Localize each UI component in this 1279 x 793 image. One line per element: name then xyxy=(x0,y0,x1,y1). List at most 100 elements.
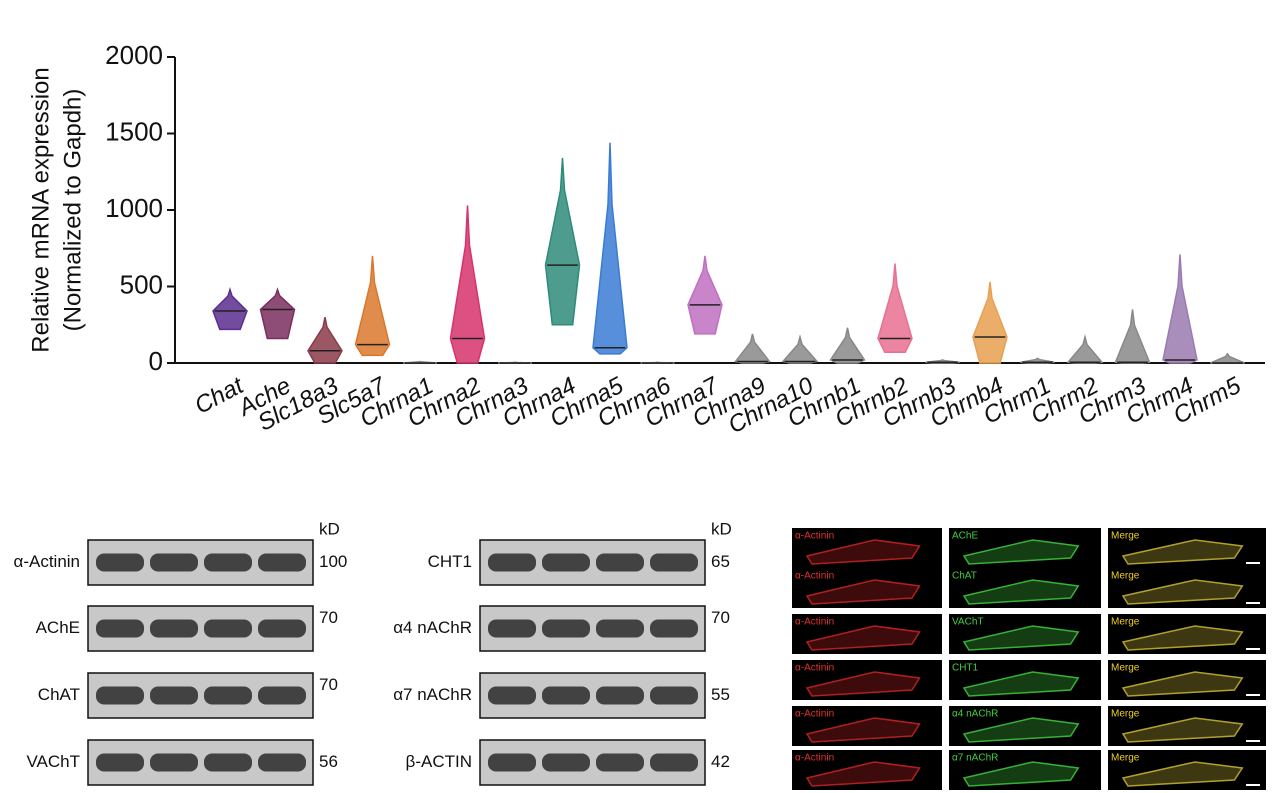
blot-band xyxy=(204,686,252,705)
channel-label: α-Actinin xyxy=(795,663,834,674)
blot-band xyxy=(596,619,644,638)
blot-label: α7 nAChR xyxy=(393,685,472,704)
blot-band xyxy=(204,753,252,772)
blot-band xyxy=(488,553,536,572)
blot-band xyxy=(96,753,144,772)
blot-band xyxy=(650,553,698,572)
violin xyxy=(212,287,248,331)
blot-band xyxy=(650,753,698,772)
cell xyxy=(805,539,921,565)
blot-band xyxy=(150,619,198,638)
violin xyxy=(972,281,1008,364)
channel-label: Merge xyxy=(1111,663,1140,674)
blot-band xyxy=(596,753,644,772)
blot-band xyxy=(150,686,198,705)
blot-band xyxy=(542,753,590,772)
violin xyxy=(781,334,819,364)
violin xyxy=(877,263,913,354)
blot-band xyxy=(204,619,252,638)
violin xyxy=(1162,254,1198,364)
y-axis-label: Relative mRNA expression xyxy=(27,67,54,352)
cell xyxy=(962,579,1080,605)
blot-kd: 100 xyxy=(319,552,347,571)
cell xyxy=(962,625,1080,651)
violin xyxy=(259,287,296,340)
blot-band xyxy=(258,553,306,572)
blot-band xyxy=(596,686,644,705)
blot-band xyxy=(488,753,536,772)
y-axis-label: (Normalized to Gapdh) xyxy=(59,89,86,332)
blot-kd: 70 xyxy=(319,675,338,694)
y-tick-label: 0 xyxy=(149,346,163,376)
channel-label: α4 nAChR xyxy=(952,709,998,720)
channel-label: CHT1 xyxy=(952,663,979,674)
blot-band xyxy=(542,553,590,572)
blot-label: α-Actinin xyxy=(13,552,80,571)
violin xyxy=(829,327,866,364)
blot-label: CHT1 xyxy=(428,552,472,571)
channel-label: Merge xyxy=(1111,709,1140,720)
blot-band xyxy=(96,619,144,638)
channel-label: AChE xyxy=(952,531,978,542)
cell xyxy=(962,717,1080,743)
channel-label: α7 nAChR xyxy=(952,753,998,764)
cell xyxy=(805,579,921,605)
cell xyxy=(1121,625,1244,651)
blot-label: AChE xyxy=(36,618,80,637)
blot-kd: 56 xyxy=(319,752,338,771)
channel-label: α-Actinin xyxy=(795,753,834,764)
channel-label: α-Actinin xyxy=(795,531,834,542)
cell xyxy=(805,761,921,787)
blot-kd: 55 xyxy=(711,685,730,704)
cell xyxy=(1121,761,1244,787)
kd-header: kD xyxy=(319,519,340,538)
blot-band xyxy=(258,619,306,638)
blot-band xyxy=(150,553,198,572)
blot-band xyxy=(542,619,590,638)
blot-band xyxy=(596,553,644,572)
blot-kd: 70 xyxy=(319,608,338,627)
kd-header: kD xyxy=(711,519,732,538)
blot-band xyxy=(650,686,698,705)
blot-band xyxy=(96,686,144,705)
blot-kd: 42 xyxy=(711,752,730,771)
cell xyxy=(1121,539,1244,565)
blot-label: α4 nAChR xyxy=(393,618,472,637)
y-tick-label: 2000 xyxy=(105,40,163,70)
channel-label: Merge xyxy=(1111,617,1140,628)
violin xyxy=(1210,352,1245,364)
blot-label: β-ACTIN xyxy=(406,752,472,771)
channel-label: α-Actinin xyxy=(795,571,834,582)
y-tick-label: 500 xyxy=(120,269,163,299)
blot-band xyxy=(488,686,536,705)
blot-label: ChAT xyxy=(38,685,80,704)
blot-band xyxy=(258,753,306,772)
blot-band xyxy=(650,619,698,638)
cell xyxy=(1121,579,1244,605)
violin xyxy=(354,255,391,357)
y-tick-label: 1500 xyxy=(105,116,163,146)
blot-band xyxy=(204,553,252,572)
blot-band xyxy=(96,553,144,572)
cell xyxy=(805,671,921,697)
violin xyxy=(1066,334,1104,364)
blot-band xyxy=(150,753,198,772)
cell xyxy=(962,761,1080,787)
blot-band xyxy=(258,686,306,705)
cell xyxy=(1121,717,1244,743)
channel-label: ChAT xyxy=(952,571,977,582)
cell xyxy=(962,539,1080,565)
blot-kd: 65 xyxy=(711,552,730,571)
channel-label: α-Actinin xyxy=(795,709,834,720)
blot-kd: 70 xyxy=(711,608,730,627)
cell xyxy=(962,671,1080,697)
violin xyxy=(687,255,723,335)
blot-band xyxy=(542,686,590,705)
blot-band xyxy=(488,619,536,638)
channel-label: Merge xyxy=(1111,531,1140,542)
cell xyxy=(1121,671,1244,697)
cell xyxy=(805,717,921,743)
violin xyxy=(544,157,581,326)
violin xyxy=(449,205,486,364)
